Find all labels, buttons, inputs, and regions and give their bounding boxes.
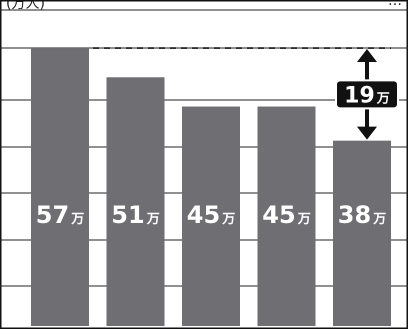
bar-1 [31, 48, 89, 327]
data-label-4: 45 万 [262, 201, 310, 229]
difference-arrow-head-up [357, 49, 377, 63]
difference-arrow-head-down [357, 126, 377, 140]
difference-badge [335, 79, 399, 110]
data-label-3: 45 万 [187, 201, 235, 229]
difference-label: 19 万 [344, 83, 390, 108]
bar-4 [257, 106, 316, 327]
bar-3 [182, 106, 240, 327]
bar-2 [106, 77, 165, 327]
data-label-5: 38 万 [338, 201, 386, 229]
bar-5 [333, 140, 391, 326]
y-axis-unit-label: (万人) [6, 0, 45, 12]
data-label-2: 51 万 [111, 201, 159, 229]
top-right-label: … [388, 0, 402, 9]
data-label-1: 57 万 [36, 201, 84, 229]
